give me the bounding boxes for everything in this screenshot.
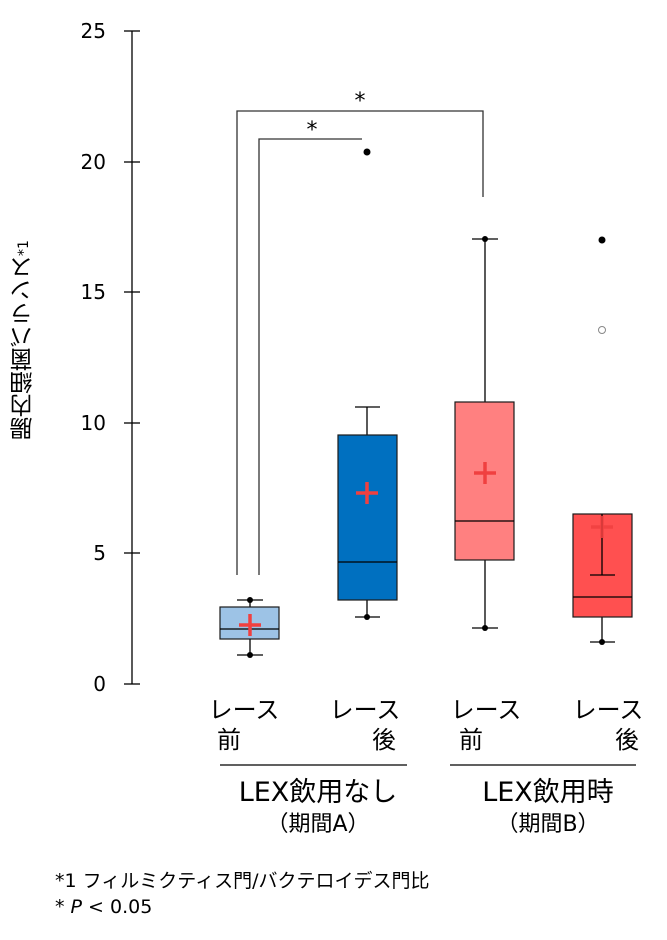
category-b-before: レース前 <box>450 696 522 754</box>
y-tick-labels: 0 5 10 15 20 25 <box>81 19 106 696</box>
box-period-a-before <box>219 597 280 658</box>
y-axis-label: 腸内細菌バランス *1 <box>11 240 37 440</box>
tick-5: 5 <box>93 541 106 565</box>
box-period-b-before <box>454 236 515 631</box>
box-period-b-after <box>572 236 633 645</box>
category-b-after: レース後 <box>572 696 644 754</box>
tick-20: 20 <box>81 150 106 174</box>
tick-10: 10 <box>81 411 106 435</box>
outlier-point-hollow <box>598 326 606 334</box>
sig-star-inner: * <box>307 118 318 143</box>
group-b-label: LEX飲用時 （期間B） <box>482 777 614 837</box>
group-a-label: LEX飲用なし （期間A） <box>238 777 398 837</box>
outlier-point <box>363 148 371 156</box>
footnote-ratio: *1 フィルミクティス門/バクテロイデス門比 <box>55 870 430 892</box>
category-a-after: レース後 <box>329 696 401 754</box>
outlier-point <box>598 236 606 244</box>
box-period-a-after <box>337 148 398 620</box>
sig-star-outer: * <box>355 89 366 114</box>
category-a-before: レース前 <box>208 696 280 754</box>
significance-brackets <box>236 110 484 575</box>
y-axis <box>124 30 140 685</box>
tick-0: 0 <box>93 672 106 696</box>
tick-25: 25 <box>81 19 106 43</box>
tick-15: 15 <box>81 280 106 304</box>
footnote-pvalue: * P < 0.05 <box>55 896 153 918</box>
